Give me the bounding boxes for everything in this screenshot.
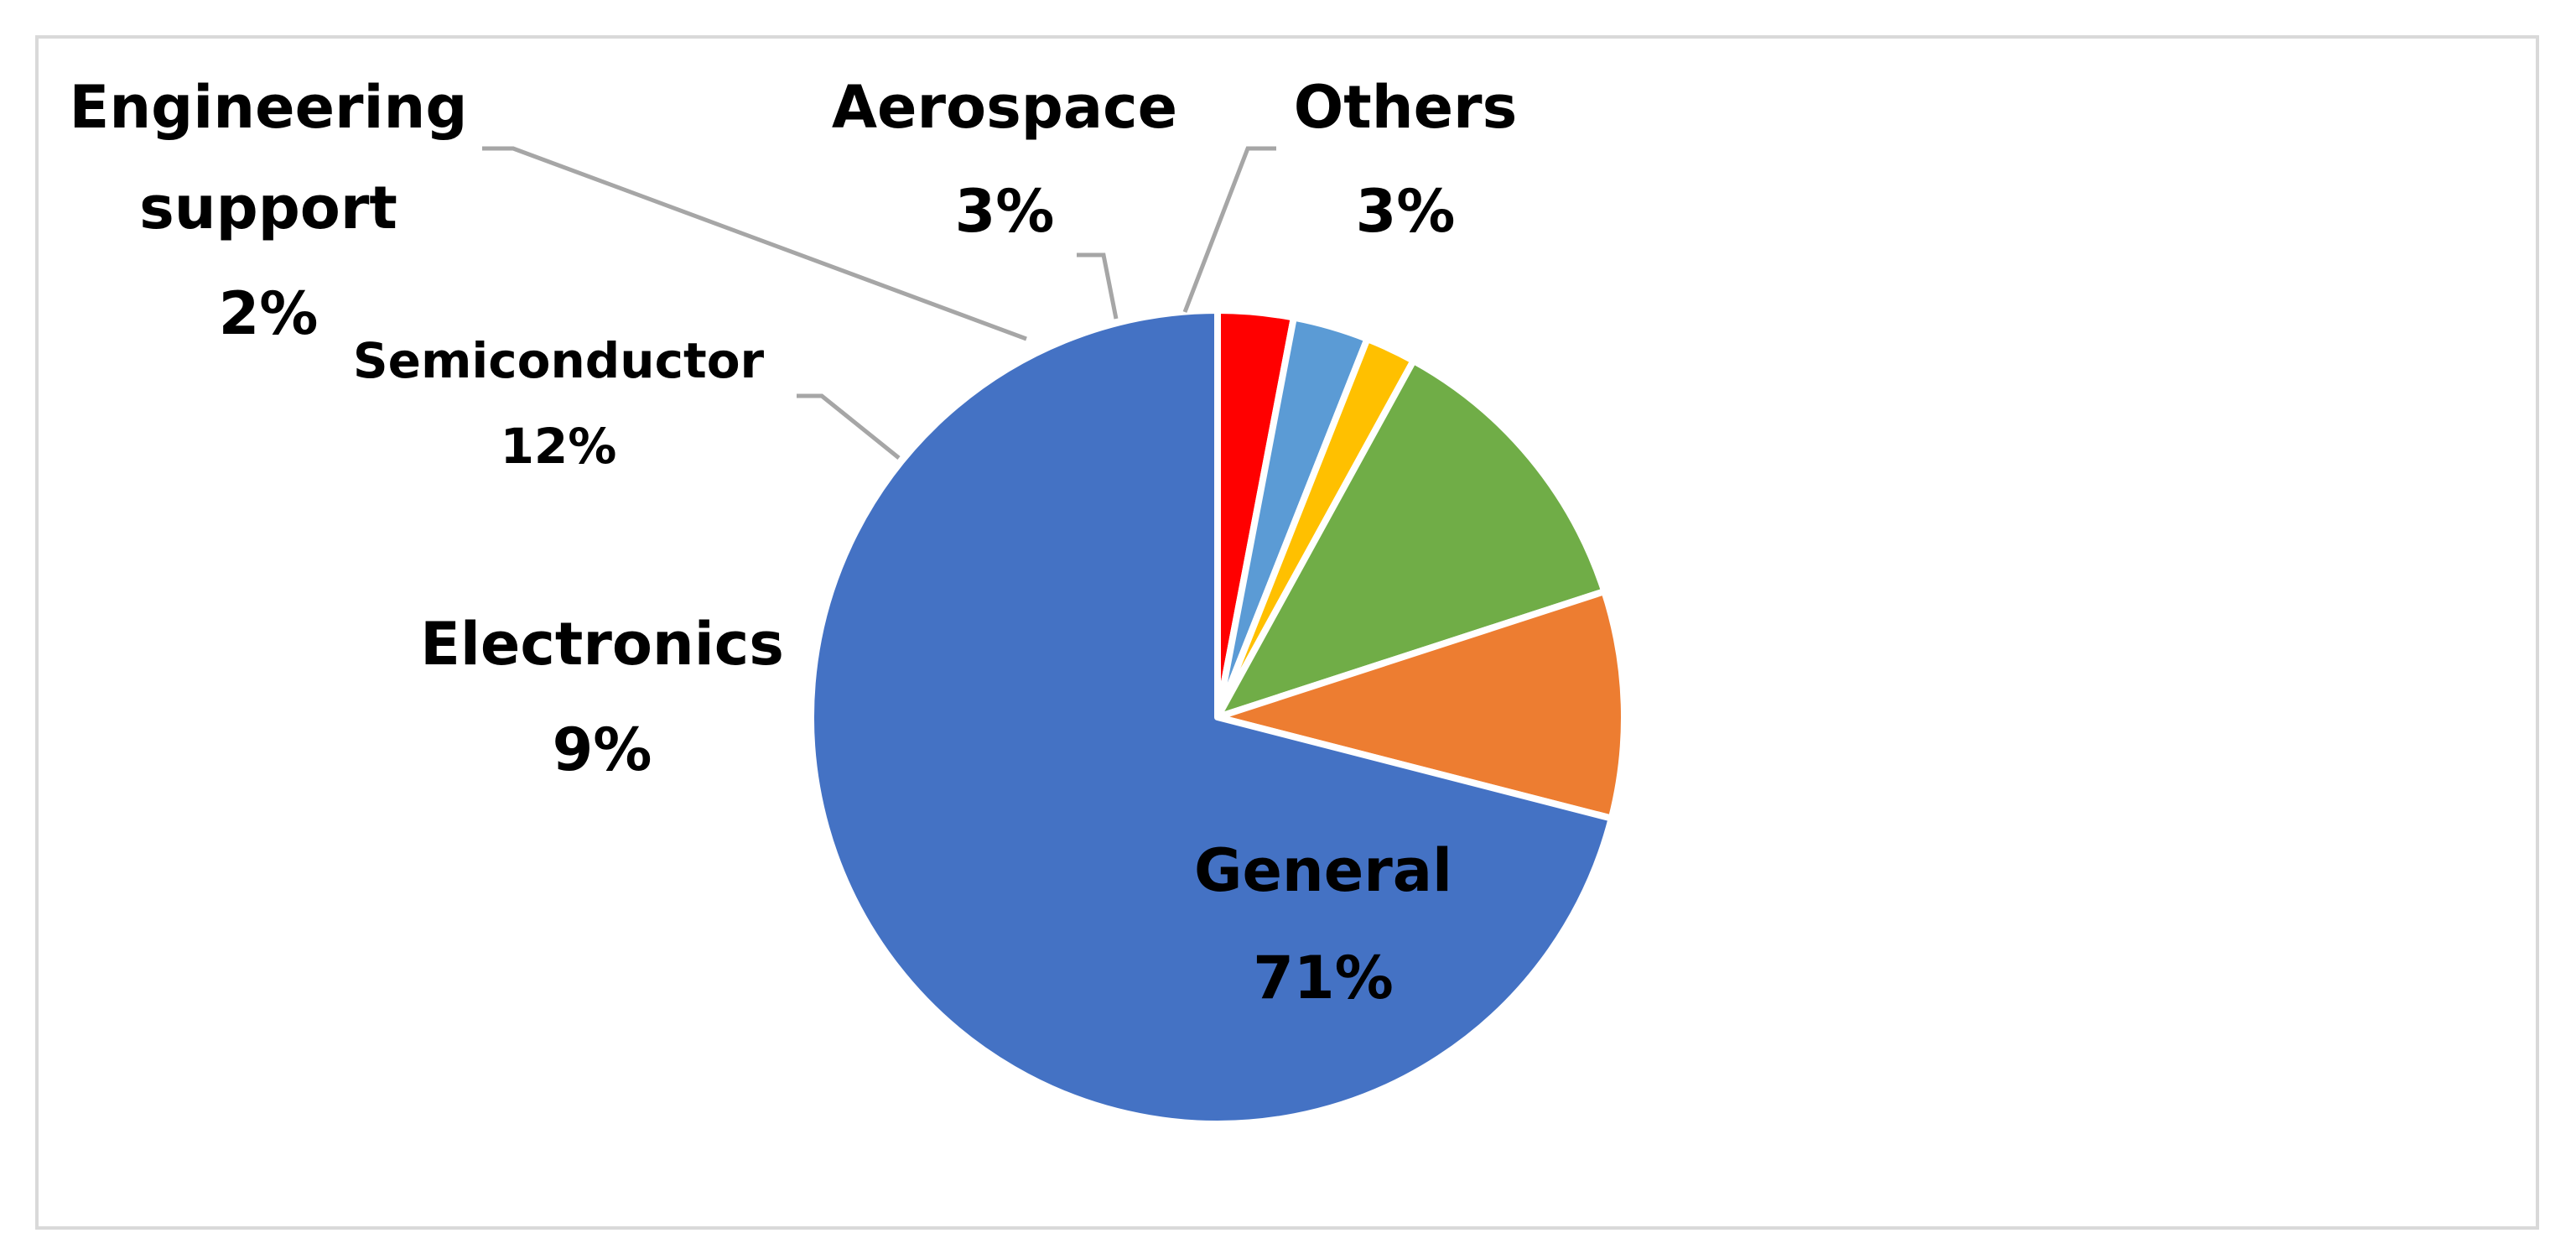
slice-percent-aerospace: 3%: [955, 177, 1055, 246]
leader-lines: [482, 146, 1276, 460]
leader-line-engineering-support: [482, 146, 1027, 341]
slice-label-engineering-support: support: [139, 174, 397, 242]
slice-percent-engineering-support: 2%: [219, 279, 319, 348]
slice-label-others: Others: [1294, 73, 1517, 142]
slice-label-engineering-support: Engineering: [70, 73, 468, 142]
slice-labels: General 71% Electronics 9% Semiconductor 12% E…: [70, 73, 1518, 1012]
slice-percent-electronics: 9%: [553, 715, 652, 784]
leader-line-semiconductor: [797, 393, 901, 460]
slice-label-general: General: [1194, 836, 1452, 905]
pie-slice-general: [808, 307, 1615, 1127]
leader-line-aerospace: [1077, 252, 1119, 320]
leader-line-others: [1182, 146, 1276, 313]
slice-label-semiconductor: Semiconductor: [353, 332, 765, 389]
pie-slices: [808, 307, 1628, 1127]
pie-slice-electronics: [1214, 588, 1628, 822]
pie-slice-semiconductor: [1214, 356, 1608, 721]
slice-percent-general: 71%: [1253, 944, 1394, 1012]
slice-percent-others: 3%: [1356, 177, 1456, 246]
slice-label-electronics: Electronics: [420, 610, 784, 679]
slice-percent-semiconductor: 12%: [501, 418, 617, 475]
slice-label-aerospace: Aerospace: [832, 73, 1177, 142]
